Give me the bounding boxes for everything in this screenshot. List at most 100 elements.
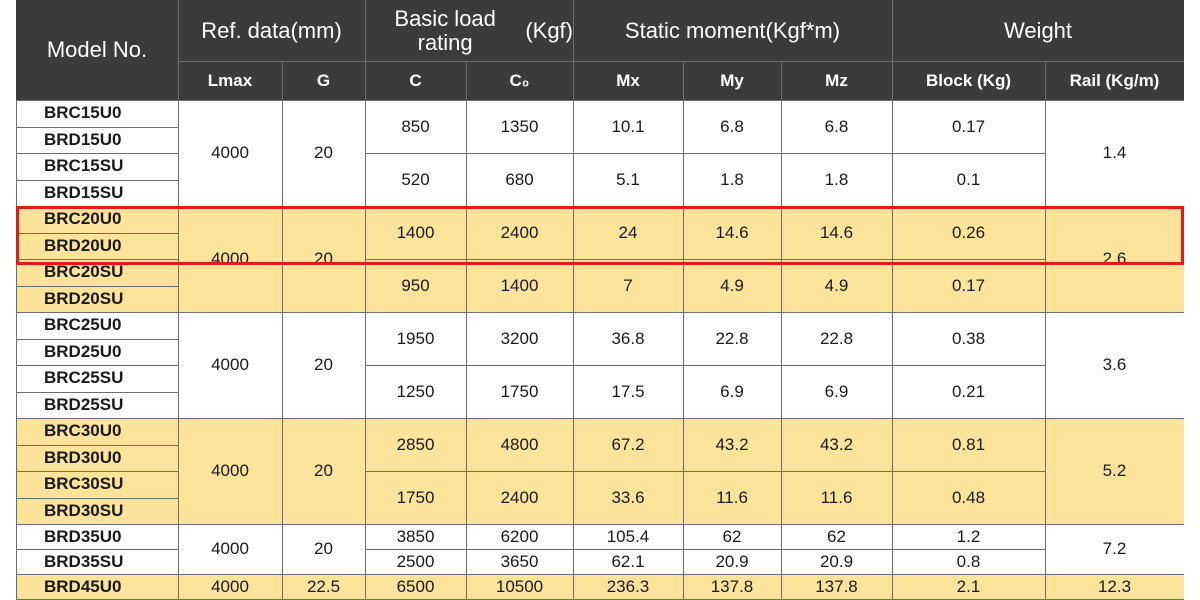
column-divider <box>573 418 574 524</box>
mx-cell: 33.6 <box>573 471 683 524</box>
row-divider <box>365 549 1045 550</box>
g-cell: 20 <box>282 524 365 574</box>
column-divider <box>178 312 179 418</box>
header-divider <box>1045 61 1046 100</box>
column-divider <box>365 206 366 312</box>
column-divider <box>365 574 366 600</box>
block-cell: 0.81 <box>892 418 1045 471</box>
header-rail: Rail (Kg/m) <box>1045 61 1184 100</box>
column-divider <box>365 312 366 418</box>
block-cell: 0.17 <box>892 259 1045 312</box>
mz-cell: 1.8 <box>781 153 892 206</box>
column-divider <box>781 418 782 524</box>
column-divider <box>282 524 283 574</box>
lmax-cell: 4000 <box>178 312 282 418</box>
mx-cell: 17.5 <box>573 365 683 418</box>
header-g: G <box>282 61 365 100</box>
mz-cell: 137.8 <box>781 574 892 600</box>
model-cell: BRD45U0 <box>16 574 178 600</box>
column-divider <box>466 418 467 524</box>
my-cell: 20.9 <box>683 549 781 574</box>
block-cell: 0.8 <box>892 549 1045 574</box>
mx-cell: 36.8 <box>573 312 683 365</box>
model-cell: BRD30U0 <box>16 444 178 471</box>
header-divider <box>178 0 179 100</box>
c-cell: 3850 <box>365 524 466 549</box>
c-cell: 2500 <box>365 549 466 574</box>
rail-cell: 1.4 <box>1045 100 1184 206</box>
c-cell: 1750 <box>365 471 466 524</box>
row-divider <box>16 206 1184 207</box>
model-cell: BRD25U0 <box>16 338 178 365</box>
column-divider <box>1045 312 1046 418</box>
g-cell: 20 <box>282 312 365 418</box>
header-mx: Mx <box>573 61 683 100</box>
c0-cell: 1750 <box>466 365 573 418</box>
model-cell: BRD20U0 <box>16 232 178 259</box>
column-divider <box>466 100 467 206</box>
column-divider <box>1045 206 1046 312</box>
header-c: C <box>365 61 466 100</box>
row-divider <box>16 365 178 366</box>
c0-cell: 2400 <box>466 206 573 259</box>
column-divider <box>466 524 467 574</box>
c0-cell: 1400 <box>466 259 573 312</box>
column-divider <box>282 206 283 312</box>
lmax-cell: 4000 <box>178 574 282 600</box>
my-cell: 6.9 <box>683 365 781 418</box>
mx-cell: 62.1 <box>573 549 683 574</box>
header-basic-load: Basic load rating (Kgf) <box>365 0 573 61</box>
column-divider <box>282 312 283 418</box>
mz-cell: 6.8 <box>781 100 892 153</box>
block-cell: 0.21 <box>892 365 1045 418</box>
column-divider <box>683 574 684 600</box>
model-cell: BRD30SU <box>16 497 178 524</box>
column-divider <box>282 100 283 206</box>
rail-cell: 12.3 <box>1045 574 1184 600</box>
mx-cell: 105.4 <box>573 524 683 549</box>
my-cell: 6.8 <box>683 100 781 153</box>
lmax-cell: 4000 <box>178 418 282 524</box>
c0-cell: 3650 <box>466 549 573 574</box>
row-divider <box>16 259 178 260</box>
mz-cell: 62 <box>781 524 892 549</box>
c0-cell: 680 <box>466 153 573 206</box>
header-c0: C₀ <box>466 61 573 100</box>
model-cell: BRD25SU <box>16 391 178 418</box>
header-divider <box>781 61 782 100</box>
my-cell: 14.6 <box>683 206 781 259</box>
column-divider <box>892 418 893 524</box>
column-divider <box>466 206 467 312</box>
column-divider <box>16 100 17 600</box>
column-divider <box>892 206 893 312</box>
c-cell: 1950 <box>365 312 466 365</box>
mx-cell: 7 <box>573 259 683 312</box>
model-cell: BRC30U0 <box>16 418 178 445</box>
my-cell: 22.8 <box>683 312 781 365</box>
g-cell: 20 <box>282 418 365 524</box>
my-cell: 43.2 <box>683 418 781 471</box>
column-divider <box>178 418 179 524</box>
row-divider <box>16 126 178 128</box>
column-divider <box>573 312 574 418</box>
header-divider <box>365 0 366 100</box>
column-divider <box>781 524 782 574</box>
column-divider <box>573 100 574 206</box>
model-cell: BRD15SU <box>16 179 178 206</box>
row-divider <box>365 471 1045 472</box>
c0-cell: 10500 <box>466 574 573 600</box>
header-ref-data: Ref. data (mm) <box>178 0 365 61</box>
row-divider <box>16 338 178 340</box>
c0-cell: 2400 <box>466 471 573 524</box>
c-cell: 2850 <box>365 418 466 471</box>
c-cell: 850 <box>365 100 466 153</box>
header-lmax: Lmax <box>178 61 282 100</box>
rail-cell: 5.2 <box>1045 418 1184 524</box>
block-cell: 0.48 <box>892 471 1045 524</box>
c-cell: 520 <box>365 153 466 206</box>
rail-cell: 7.2 <box>1045 524 1184 574</box>
lmax-cell: 4000 <box>178 206 282 312</box>
c-cell: 1250 <box>365 365 466 418</box>
model-cell: BRC15SU <box>16 153 178 180</box>
my-cell: 62 <box>683 524 781 549</box>
